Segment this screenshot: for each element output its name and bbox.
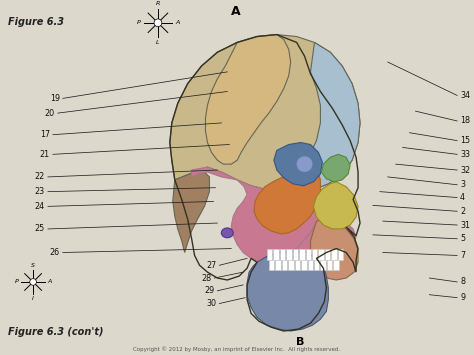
Polygon shape — [173, 172, 210, 252]
Bar — [275, 260, 281, 270]
Bar — [319, 248, 324, 260]
Polygon shape — [206, 34, 291, 164]
Bar — [325, 248, 330, 260]
Bar — [295, 260, 300, 270]
Text: 15: 15 — [460, 136, 470, 145]
Text: I: I — [32, 296, 34, 301]
Text: 20: 20 — [45, 109, 55, 118]
Text: 21: 21 — [40, 150, 50, 159]
Text: A: A — [231, 5, 241, 18]
Bar — [282, 260, 287, 270]
Text: 33: 33 — [460, 150, 470, 159]
Bar — [273, 248, 279, 260]
Text: 19: 19 — [50, 94, 60, 103]
Circle shape — [154, 19, 162, 27]
Text: P: P — [137, 20, 140, 25]
Bar — [327, 260, 332, 270]
Polygon shape — [310, 219, 358, 280]
Text: 23: 23 — [35, 187, 45, 196]
Polygon shape — [191, 167, 320, 263]
Bar — [314, 260, 319, 270]
Bar — [286, 248, 292, 260]
Text: 24: 24 — [35, 202, 45, 211]
Text: 9: 9 — [460, 293, 465, 302]
Bar — [288, 260, 294, 270]
Circle shape — [297, 156, 312, 172]
Polygon shape — [247, 251, 328, 331]
Text: 29: 29 — [204, 286, 214, 295]
Text: 31: 31 — [460, 220, 470, 230]
Bar — [338, 248, 343, 260]
Bar — [269, 260, 274, 270]
Text: 5: 5 — [460, 234, 465, 243]
Polygon shape — [321, 154, 350, 182]
Bar — [333, 260, 339, 270]
Bar — [292, 248, 298, 260]
Text: 17: 17 — [40, 130, 50, 139]
Circle shape — [30, 279, 36, 285]
Text: 4: 4 — [460, 193, 465, 202]
Bar — [308, 260, 313, 270]
Bar — [320, 260, 326, 270]
Text: 18: 18 — [460, 116, 470, 125]
Bar — [267, 248, 273, 260]
Text: Figure 6.3: Figure 6.3 — [9, 17, 64, 27]
Polygon shape — [289, 43, 360, 192]
Text: P: P — [15, 279, 18, 284]
Bar — [312, 248, 318, 260]
Text: B: B — [296, 337, 305, 347]
Text: 8: 8 — [460, 278, 465, 286]
Bar — [331, 248, 337, 260]
Polygon shape — [254, 157, 320, 234]
Text: 30: 30 — [206, 299, 217, 308]
Text: S: S — [31, 263, 35, 268]
Polygon shape — [170, 34, 360, 192]
Text: R: R — [156, 1, 160, 6]
Bar — [306, 248, 311, 260]
Text: 32: 32 — [460, 165, 470, 175]
Polygon shape — [275, 221, 356, 268]
Text: 27: 27 — [206, 261, 217, 270]
Bar — [299, 248, 305, 260]
Text: L: L — [156, 39, 160, 44]
Text: 26: 26 — [50, 248, 60, 257]
Text: Copyright © 2012 by Mosby, an imprint of Elsevier Inc.  All rights reserved.: Copyright © 2012 by Mosby, an imprint of… — [133, 346, 340, 352]
Text: A: A — [175, 20, 180, 25]
Text: 2: 2 — [460, 207, 465, 216]
Polygon shape — [274, 143, 322, 186]
Text: 7: 7 — [460, 251, 465, 260]
Text: Figure 6.3 (con't): Figure 6.3 (con't) — [9, 327, 104, 337]
Polygon shape — [313, 182, 358, 229]
Bar — [280, 248, 285, 260]
Text: 28: 28 — [201, 273, 211, 283]
Text: 25: 25 — [35, 224, 45, 234]
Ellipse shape — [221, 228, 233, 238]
Text: 34: 34 — [460, 91, 470, 100]
Text: A: A — [47, 279, 52, 284]
Text: 22: 22 — [35, 173, 45, 181]
Bar — [301, 260, 307, 270]
Text: 3: 3 — [460, 180, 465, 189]
